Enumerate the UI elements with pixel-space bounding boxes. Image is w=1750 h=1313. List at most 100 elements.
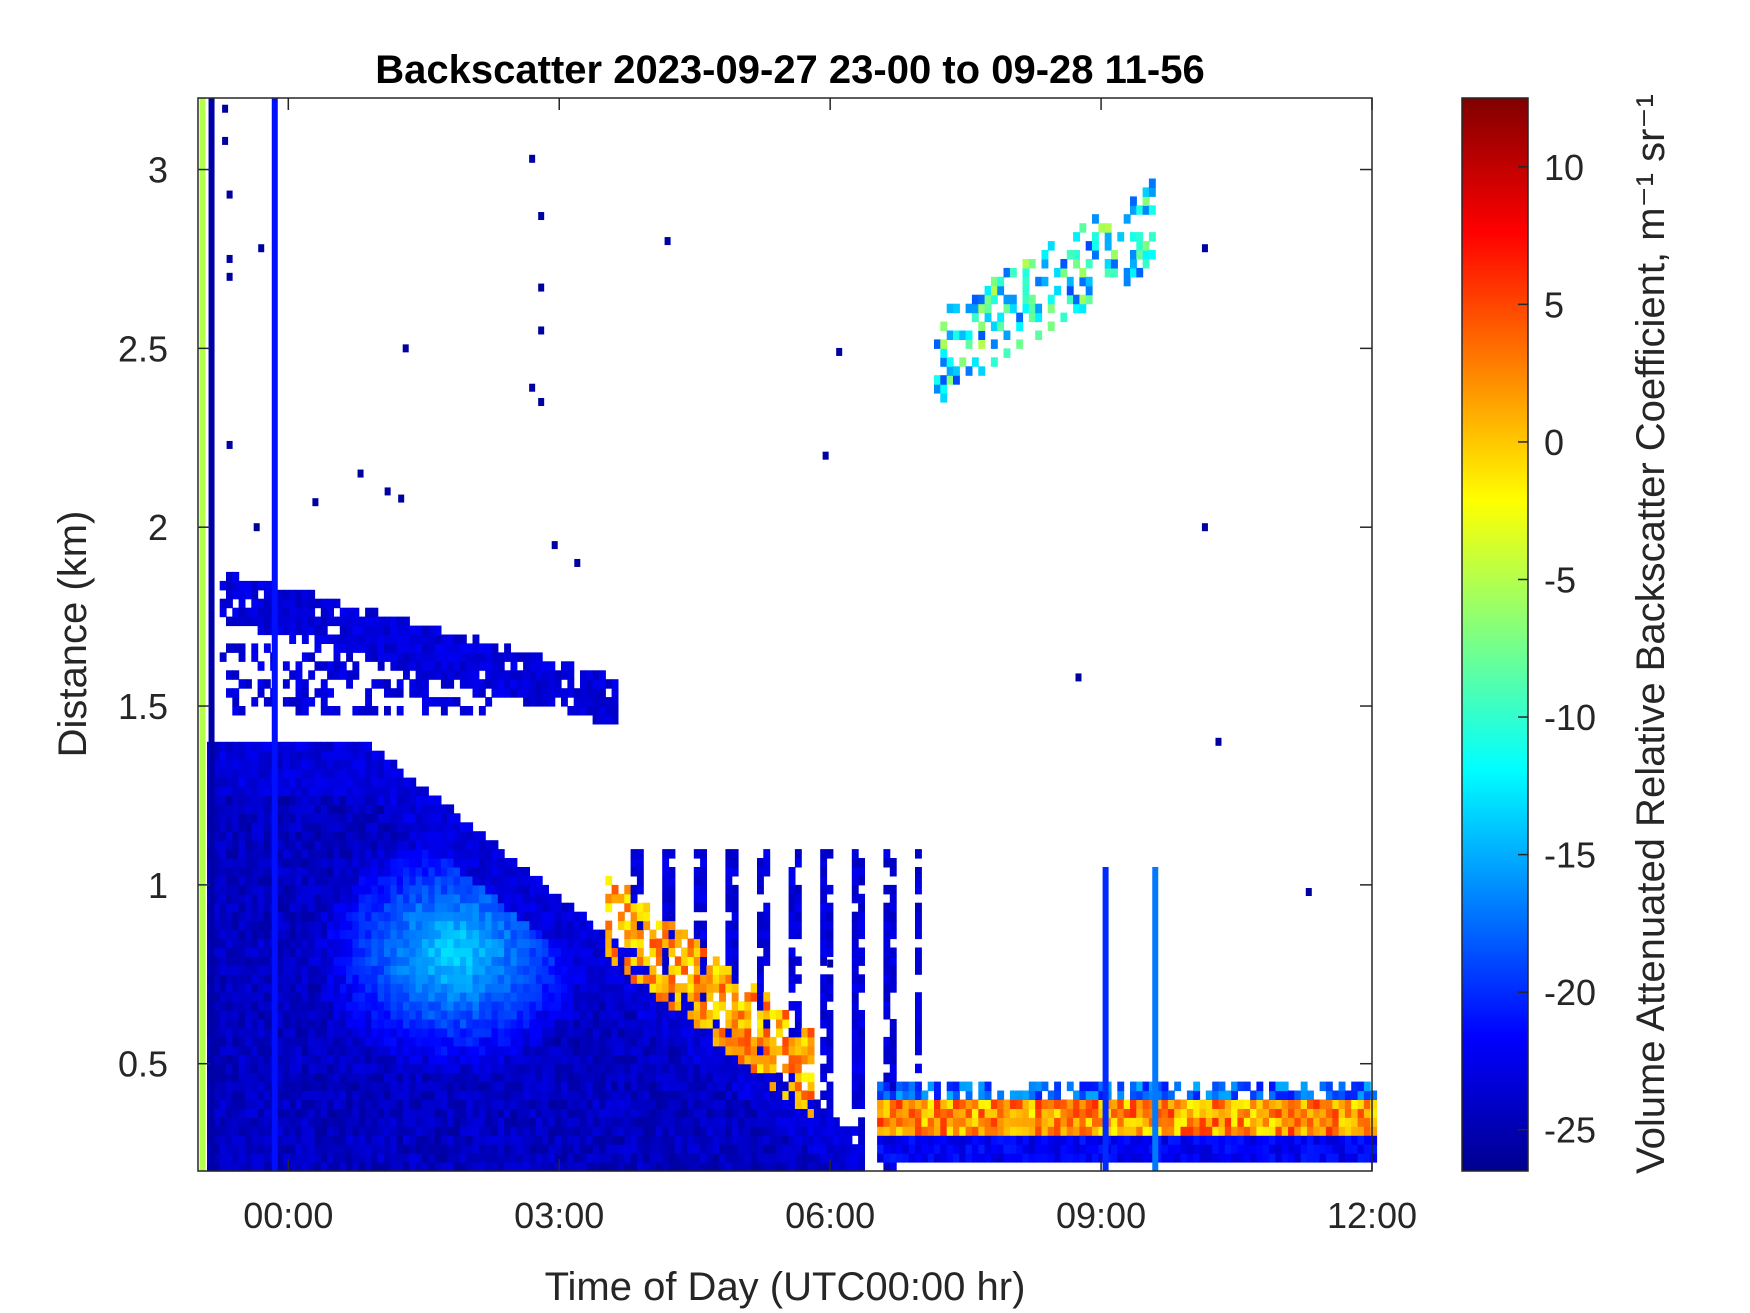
heatmap-cell: [1186, 1090, 1194, 1100]
heatmap-cell: [219, 974, 227, 984]
heatmap-cell: [1370, 1117, 1378, 1127]
heatmap-cell: [377, 1063, 385, 1074]
heatmap-cell: [687, 1135, 695, 1145]
heatmap-cell: [1357, 1144, 1365, 1154]
heatmap-cell: [542, 929, 549, 940]
heatmap-cell: [434, 1010, 442, 1020]
heatmap-cell: [295, 1072, 303, 1083]
heatmap-cell: [1218, 1135, 1226, 1145]
heatmap-cell: [1130, 1090, 1137, 1100]
heatmap-cell: [712, 1054, 720, 1065]
heatmap-cell: [282, 786, 290, 796]
heatmap-cell: [447, 947, 455, 957]
heatmap-cell: [643, 1036, 651, 1047]
heatmap-cell: [719, 1054, 726, 1065]
heatmap-cell: [624, 992, 632, 1002]
heatmap-cell: [257, 607, 265, 618]
heatmap-cell: [403, 652, 410, 662]
scatter-point: [253, 523, 260, 532]
heatmap-cell: [1155, 1126, 1163, 1136]
heatmap-cell: [1199, 1135, 1207, 1145]
heatmap-cell: [915, 1063, 922, 1074]
heatmap-cell: [478, 1090, 486, 1100]
heatmap-cell: [453, 992, 461, 1002]
heatmap-cell: [592, 956, 600, 966]
heatmap-cell: [1073, 259, 1080, 269]
heatmap-cell: [377, 884, 385, 895]
heatmap-cell: [592, 1027, 600, 1038]
heatmap-cell: [422, 911, 429, 922]
heatmap-cell: [516, 670, 524, 680]
heatmap-cell: [434, 1135, 442, 1145]
heatmap-cell: [529, 893, 537, 904]
heatmap-cell: [586, 974, 594, 984]
heatmap-cell: [883, 902, 891, 913]
heatmap-cell: [415, 634, 423, 644]
heatmap-cell: [358, 849, 366, 859]
heatmap-cell: [1319, 1117, 1327, 1127]
heatmap-cell: [605, 1019, 613, 1029]
heatmap-cell: [251, 947, 259, 957]
heatmap-cell: [403, 1054, 410, 1065]
heatmap-cell: [320, 1135, 328, 1145]
heatmap-cell: [605, 965, 613, 975]
heatmap-cell: [213, 884, 221, 895]
heatmap-cell: [358, 1045, 366, 1056]
heatmap-cell: [415, 965, 423, 975]
heatmap-cell: [238, 956, 246, 966]
heatmap-cell: [668, 1036, 676, 1047]
heatmap-cell: [858, 1162, 865, 1172]
heatmap-cell: [997, 276, 1005, 287]
heatmap-cell: [339, 1010, 347, 1020]
heatmap-cell: [478, 1001, 486, 1011]
heatmap-cell: [459, 893, 467, 904]
heatmap-cell: [971, 1108, 979, 1118]
heatmap-cell: [674, 1126, 682, 1136]
heatmap-cell: [523, 893, 530, 904]
heatmap-cell: [346, 929, 353, 940]
heatmap-cell: [738, 1001, 745, 1011]
heatmap-cell: [1307, 1144, 1314, 1154]
heatmap-cell: [289, 1001, 297, 1011]
heatmap-cell: [611, 679, 619, 689]
x-tick-label: 06:00: [785, 1195, 875, 1236]
heatmap-cell: [712, 1027, 720, 1038]
heatmap-cell: [453, 1027, 461, 1038]
heatmap-cell: [466, 1090, 474, 1100]
heatmap-cell: [769, 1063, 777, 1074]
heatmap-cell: [693, 965, 701, 975]
heatmap-cell: [529, 884, 537, 895]
heatmap-cell: [554, 902, 562, 913]
heatmap-cell: [548, 1019, 556, 1029]
heatmap-cell: [409, 1036, 417, 1047]
heatmap-cell: [327, 598, 334, 609]
heatmap-cell: [1079, 1144, 1087, 1154]
heatmap-cell: [320, 1144, 328, 1154]
heatmap-cell: [1218, 1126, 1226, 1136]
heatmap-cell: [1054, 1126, 1061, 1136]
heatmap-cell: [358, 858, 366, 868]
heatmap-cell: [1130, 1126, 1137, 1136]
heatmap-cell: [327, 1144, 334, 1154]
heatmap-cell: [630, 849, 638, 859]
heatmap-cell: [384, 1144, 391, 1154]
heatmap-cell: [573, 1045, 581, 1056]
heatmap-cell: [478, 1027, 486, 1038]
heatmap-cell: [1199, 1108, 1207, 1118]
heatmap-cell: [763, 1001, 771, 1011]
heatmap-cell: [478, 902, 486, 913]
heatmap-cell: [327, 893, 334, 904]
heatmap-cell: [308, 893, 316, 904]
heatmap-cell: [554, 1135, 562, 1145]
heatmap-cell: [535, 911, 543, 922]
heatmap-cell: [371, 902, 379, 913]
heatmap-cell: [497, 1126, 505, 1136]
heatmap-cell: [649, 974, 657, 984]
heatmap-cell: [276, 777, 284, 788]
heatmap-cell: [1047, 321, 1055, 331]
heatmap-cell: [605, 1162, 613, 1172]
heatmap-cell: [358, 750, 366, 761]
heatmap-cell: [213, 893, 221, 904]
heatmap-cell: [617, 1144, 625, 1154]
heatmap-cell: [478, 849, 486, 859]
